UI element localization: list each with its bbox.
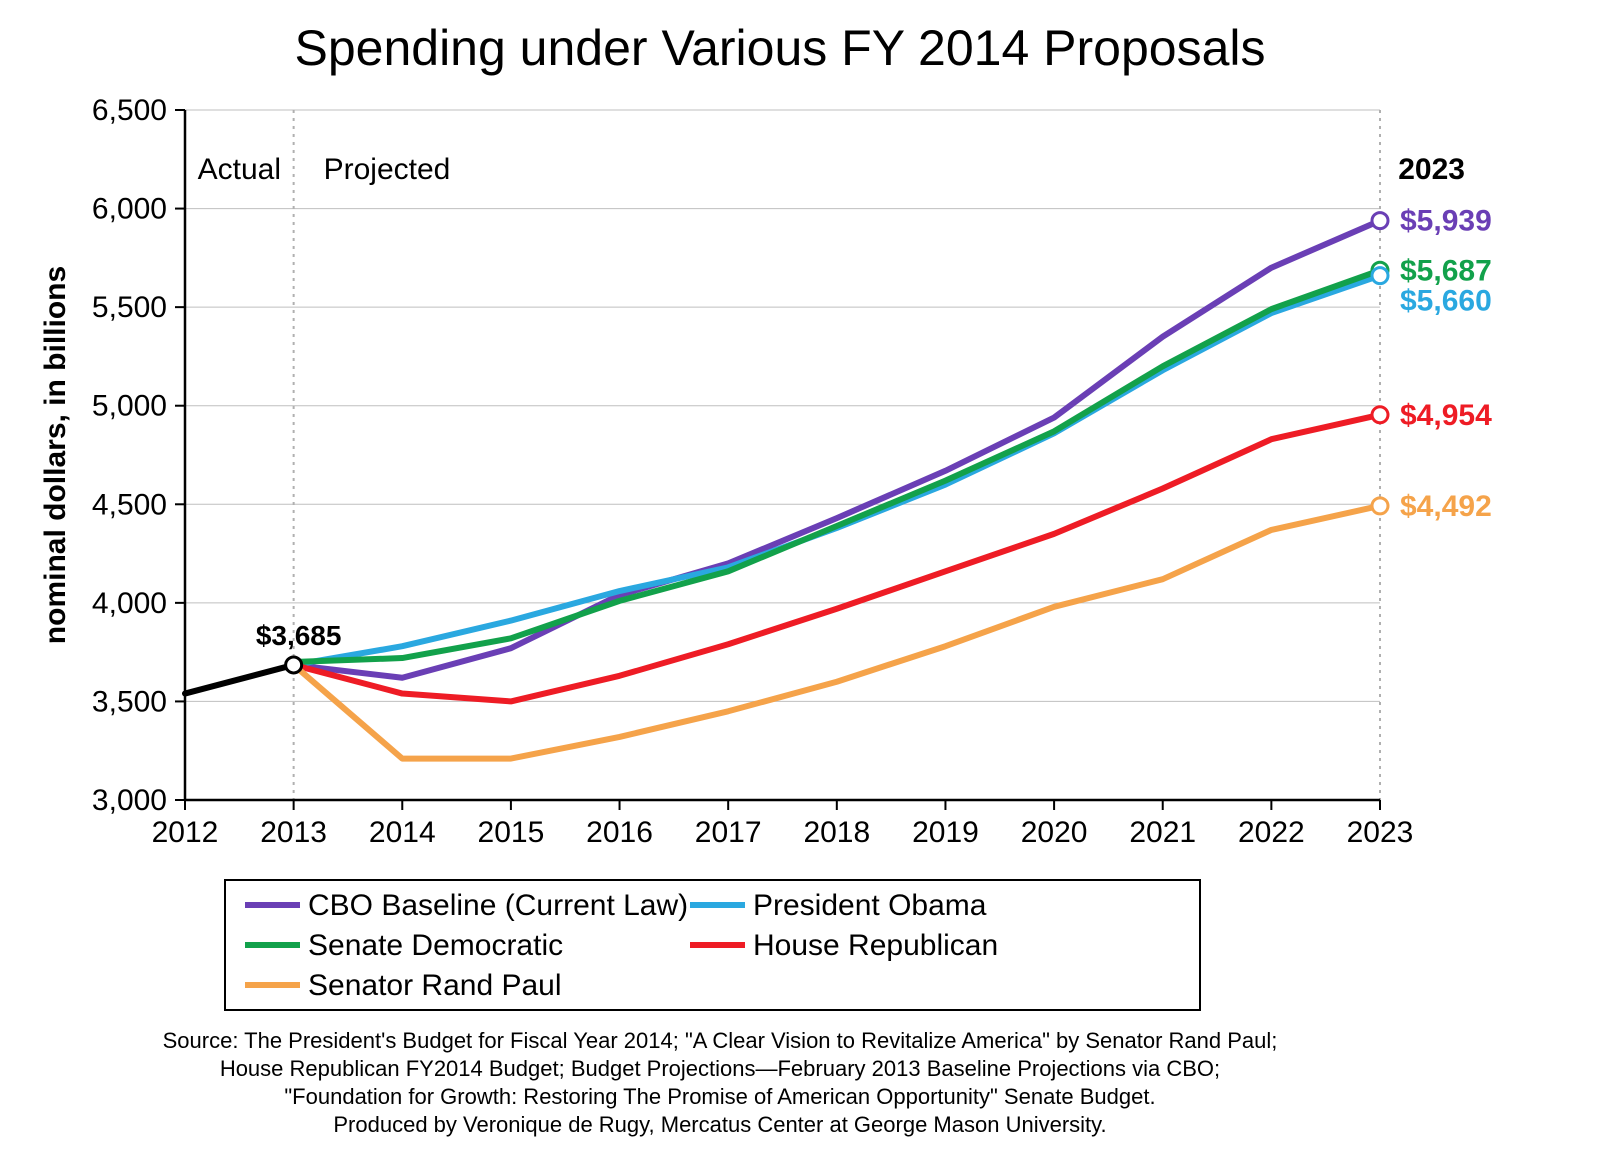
- y-tick-label: 6,000: [92, 193, 167, 226]
- x-tick-label: 2016: [586, 816, 653, 849]
- x-tick-label: 2021: [1129, 816, 1196, 849]
- x-tick-label: 2014: [369, 816, 436, 849]
- y-tick-label: 5,000: [92, 390, 167, 423]
- source-line: "Foundation for Growth: Restoring The Pr…: [284, 1084, 1155, 1109]
- projected-label: Projected: [324, 153, 451, 186]
- y-tick-label: 3,500: [92, 685, 167, 718]
- actual-label: Actual: [198, 153, 281, 186]
- source-line: House Republican FY2014 Budget; Budget P…: [220, 1056, 1220, 1081]
- end-label-paul: $4,492: [1400, 490, 1492, 523]
- series-line-actual: [185, 665, 294, 694]
- legend-label-cbo: CBO Baseline (Current Law): [308, 889, 688, 922]
- end-marker-obama: [1372, 268, 1388, 284]
- x-tick-label: 2017: [695, 816, 762, 849]
- y-tick-label: 5,500: [92, 291, 167, 324]
- x-tick-label: 2020: [1021, 816, 1088, 849]
- y-axis-label: nominal dollars, in billions: [39, 266, 72, 644]
- source-line: Source: The President's Budget for Fisca…: [163, 1028, 1278, 1053]
- x-tick-label: 2018: [803, 816, 870, 849]
- y-tick-label: 3,000: [92, 784, 167, 817]
- source-line: Produced by Veronique de Rugy, Mercatus …: [333, 1112, 1106, 1137]
- y-tick-label: 4,500: [92, 488, 167, 521]
- x-tick-label: 2022: [1238, 816, 1305, 849]
- x-tick-label: 2023: [1347, 816, 1414, 849]
- legend-label-obama: President Obama: [753, 889, 987, 922]
- end-marker-paul: [1372, 498, 1388, 514]
- start-point-label: $3,685: [256, 620, 342, 651]
- end-label-obama: $5,660: [1400, 284, 1492, 317]
- y-tick-label: 6,500: [92, 94, 167, 127]
- legend-label-house: House Republican: [753, 929, 998, 962]
- end-label-senate: $5,687: [1400, 254, 1492, 287]
- end-label-house: $4,954: [1400, 399, 1492, 432]
- start-marker: [286, 657, 302, 673]
- y-tick-label: 4,000: [92, 587, 167, 620]
- end-marker-house: [1372, 407, 1388, 423]
- x-tick-label: 2012: [152, 816, 219, 849]
- end-label-cbo: $5,939: [1400, 205, 1492, 238]
- legend-label-paul: Senator Rand Paul: [308, 969, 562, 1002]
- x-tick-label: 2019: [912, 816, 979, 849]
- legend-label-senate: Senate Democratic: [308, 929, 563, 962]
- chart-title: Spending under Various FY 2014 Proposals: [294, 20, 1265, 76]
- chart-svg: Spending under Various FY 2014 Proposals…: [0, 0, 1600, 1162]
- x-tick-label: 2015: [478, 816, 545, 849]
- x-tick-label: 2013: [260, 816, 327, 849]
- year-head-label: 2023: [1398, 153, 1465, 186]
- chart-container: Spending under Various FY 2014 Proposals…: [0, 0, 1600, 1162]
- series-line-house: [294, 415, 1380, 702]
- end-marker-cbo: [1372, 213, 1388, 229]
